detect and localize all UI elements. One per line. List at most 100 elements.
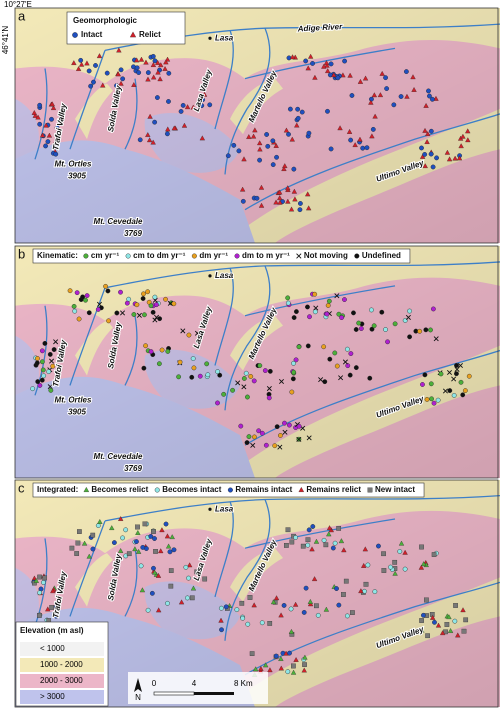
landslide-symbol	[301, 667, 307, 673]
landslide-symbol	[285, 669, 291, 675]
landslide-symbol	[282, 420, 287, 426]
landslide-symbol	[157, 316, 163, 322]
landslide-symbol	[46, 132, 53, 138]
landslide-symbol	[149, 590, 155, 596]
landslide-symbol	[303, 585, 309, 591]
landslide-symbol	[40, 580, 46, 585]
legend-box	[66, 11, 186, 45]
landslide-symbol	[47, 352, 53, 357]
landslide-symbol	[257, 146, 263, 152]
landslide-symbol	[447, 628, 454, 633]
landslide-symbol	[294, 122, 300, 128]
elevation-swatch	[20, 658, 104, 672]
landslide-symbol	[78, 61, 85, 67]
landslide-symbol	[241, 376, 247, 381]
landslide-symbol	[283, 127, 290, 133]
landslide-symbol	[190, 356, 196, 361]
landslide-symbol	[286, 131, 291, 137]
landslide-symbol	[422, 152, 428, 157]
landslide-symbol	[197, 373, 203, 379]
landslide-symbol	[165, 131, 170, 137]
landslide-symbol	[410, 74, 416, 80]
landslide-symbol	[293, 357, 299, 363]
landslide-symbol	[167, 549, 173, 555]
landslide-symbol	[178, 109, 184, 114]
landslide-symbol	[131, 82, 137, 87]
landslide-symbol	[53, 604, 59, 610]
landslide-symbol	[306, 435, 312, 441]
landslide-symbol	[258, 202, 265, 208]
landslide-symbol	[215, 400, 220, 406]
landslide-symbol	[326, 531, 332, 537]
landslide-symbol	[258, 184, 265, 190]
landslide-symbol	[240, 198, 246, 204]
landslide-symbol	[251, 378, 257, 384]
landslide-symbol	[439, 630, 446, 636]
landslide-symbol	[46, 369, 52, 375]
landslide-symbol	[293, 535, 299, 540]
landslide-symbol	[180, 102, 186, 108]
landslide-symbol	[305, 65, 311, 71]
landslide-symbol	[171, 547, 177, 553]
landslide-symbol	[328, 61, 334, 67]
panel-letter: a	[18, 8, 26, 23]
place-label: Mt. Cevedale	[94, 452, 143, 461]
scale-segment	[153, 691, 195, 696]
landslide-symbol	[301, 610, 307, 615]
landslide-symbol	[135, 548, 142, 554]
landslide-symbol	[425, 131, 431, 136]
landslide-symbol	[444, 149, 451, 155]
landslide-symbol	[50, 363, 56, 369]
landslide-symbol	[314, 603, 319, 609]
landslide-symbol	[446, 614, 452, 620]
elevation-legend-title: Elevation (m asl)	[20, 626, 84, 635]
landslide-symbol	[404, 93, 410, 99]
landslide-symbol	[240, 615, 246, 621]
landslide-symbol	[392, 559, 398, 565]
landslide-symbol	[292, 196, 298, 202]
landslide-symbol	[123, 527, 129, 533]
scale-bar: N 0 4 8 Km	[128, 672, 268, 704]
landslide-symbol	[186, 575, 191, 581]
landslide-symbol	[460, 607, 466, 613]
landslide-symbol	[53, 339, 59, 345]
landslide-symbol	[142, 312, 147, 318]
legend-title: Kinematic:	[37, 251, 78, 260]
landslide-symbol	[117, 548, 124, 553]
landslide-symbol	[326, 525, 333, 531]
landslide-symbol	[307, 314, 312, 320]
landslide-symbol	[342, 58, 348, 64]
landslide-symbol	[152, 119, 158, 125]
landslide-symbol	[257, 140, 263, 146]
landslide-symbol	[442, 388, 448, 394]
landslide-symbol	[334, 363, 340, 369]
landslide-symbol	[152, 317, 158, 323]
landslide-symbol	[291, 663, 296, 669]
landslide-symbol	[446, 370, 453, 376]
place-label: 3769	[124, 464, 142, 473]
landslide-symbol	[325, 303, 331, 308]
landslide-symbol	[52, 139, 58, 145]
landslide-symbol	[143, 59, 149, 65]
legend-symbol	[83, 486, 90, 492]
landslide-symbol	[185, 595, 190, 601]
landslide-symbol	[252, 127, 258, 133]
landslide-symbol	[235, 380, 241, 386]
elevation-legend: Elevation (m asl) < 1000 1000 - 2000 2000 -…	[15, 621, 109, 707]
landslide-symbol	[273, 653, 279, 659]
landslide-symbol	[305, 205, 312, 211]
landslide-symbol	[425, 633, 430, 639]
landslide-symbol	[353, 365, 359, 371]
town-dot	[208, 36, 212, 40]
landslide-symbol	[452, 618, 458, 624]
legend: Integrated: Becomes relict Becomes intact R…	[32, 482, 425, 498]
elevation-label: 1000 - 2000	[40, 660, 83, 669]
landslide-symbol	[31, 110, 37, 115]
landslide-symbol	[186, 332, 192, 338]
landslide-symbol	[103, 283, 108, 289]
landslide-symbol	[422, 372, 428, 378]
landslide-symbol	[250, 442, 256, 448]
landslide-symbol	[357, 136, 363, 142]
landslide-symbol	[465, 137, 471, 143]
